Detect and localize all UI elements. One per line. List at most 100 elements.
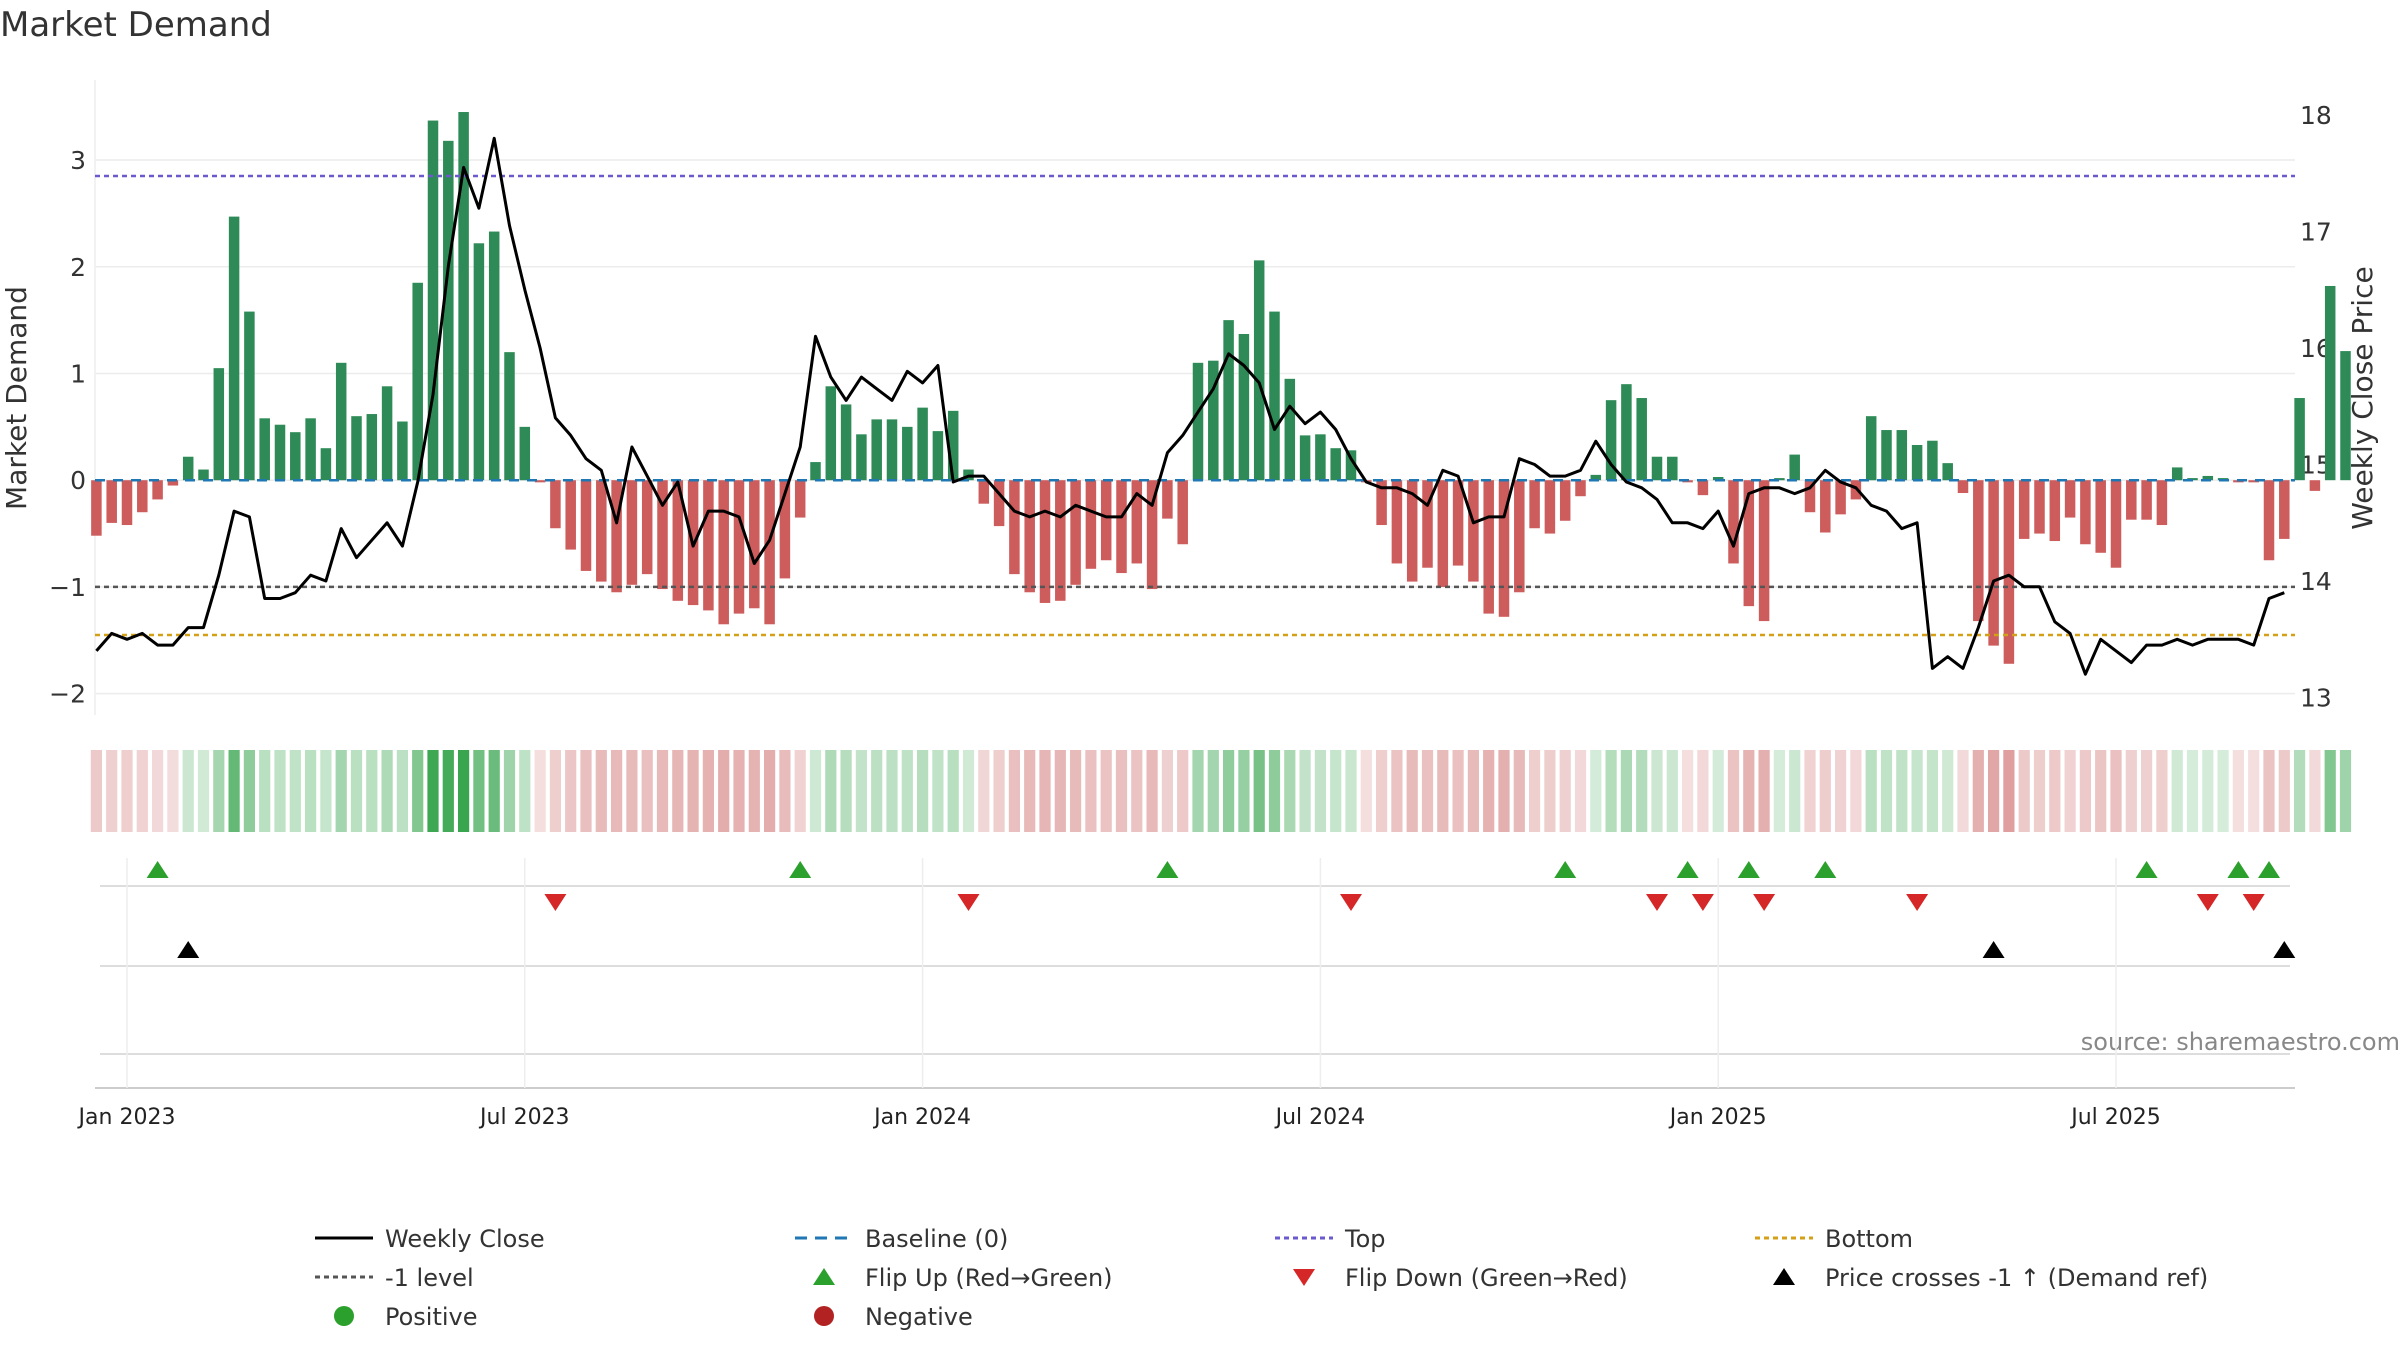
- heat-cell: [1024, 750, 1036, 832]
- heat-cell: [917, 750, 929, 832]
- demand-bar: [840, 404, 852, 481]
- heat-cell: [855, 750, 867, 832]
- demand-bar: [1621, 384, 1632, 481]
- demand-bar: [1728, 480, 1739, 564]
- heat-cell: [396, 750, 408, 832]
- heat-cell: [1727, 750, 1740, 832]
- demand-bar: [1544, 480, 1556, 534]
- demand-bar: [1330, 448, 1341, 481]
- heat-cell: [167, 750, 179, 832]
- heat-cell: [2033, 750, 2046, 832]
- heat-cell: [2217, 750, 2229, 832]
- heat-cell: [1054, 750, 1066, 832]
- y-axis-label: Market Demand: [0, 286, 33, 510]
- heat-cell: [993, 750, 1005, 832]
- flip-up-marker: [1814, 861, 1837, 878]
- heat-cell: [1115, 750, 1128, 832]
- demand-bar: [1345, 450, 1357, 481]
- y2-tick-label: 14: [2300, 567, 2332, 596]
- demand-bar: [779, 480, 791, 579]
- demand-bar: [1514, 480, 1525, 593]
- heat-cell: [702, 750, 714, 832]
- heat-cell: [1697, 750, 1709, 832]
- heat-cell: [978, 750, 990, 832]
- heat-cell: [1360, 750, 1372, 832]
- legend-label: Bottom: [1825, 1225, 1913, 1253]
- heat-cell: [1957, 750, 1969, 832]
- demand-bar: [228, 216, 240, 481]
- flip-up-marker: [146, 861, 169, 878]
- heat-cell: [1636, 750, 1648, 832]
- heat-cell: [1376, 750, 1388, 832]
- heat-cell: [825, 750, 837, 832]
- demand-bar: [2171, 467, 2183, 481]
- demand-bar: [764, 480, 775, 625]
- x-tick-label: Jan 2025: [1668, 1105, 1767, 1130]
- heat-cell: [748, 750, 760, 832]
- demand-bar: [274, 424, 286, 481]
- demand-bar: [993, 480, 1005, 527]
- demand-bar: [1988, 480, 1999, 646]
- heat-cell: [243, 750, 255, 832]
- demand-bar: [1422, 480, 1433, 568]
- legend-label: Flip Up (Red→Green): [865, 1264, 1113, 1292]
- heat-cell: [2186, 750, 2199, 832]
- heat-cell: [1100, 750, 1112, 832]
- demand-bar: [1406, 480, 1418, 582]
- price-cross-marker: [1982, 941, 2005, 958]
- demand-bar: [703, 480, 714, 611]
- heat-cell: [672, 750, 684, 832]
- heat-cell: [733, 750, 745, 832]
- heat-cell: [1712, 750, 1724, 832]
- y-tick-label: 2: [70, 253, 86, 282]
- heat-cell: [809, 750, 822, 832]
- heat-cell: [2248, 750, 2260, 832]
- heat-cell: [1437, 750, 1449, 832]
- flip-up-marker: [2135, 861, 2158, 878]
- heat-cell: [886, 750, 898, 832]
- demand-bar: [1697, 480, 1709, 496]
- heat-cell: [871, 750, 883, 832]
- heat-cell: [901, 750, 913, 832]
- heat-cell: [1406, 750, 1418, 832]
- demand-bar: [397, 421, 408, 481]
- y-tick-label: 1: [70, 359, 86, 388]
- heat-cell: [90, 750, 102, 832]
- legend-label: Negative: [865, 1303, 973, 1331]
- flip-down-marker: [2196, 894, 2219, 911]
- legend-label: -1 level: [385, 1264, 474, 1292]
- source-text: source: sharemaestro.com: [2081, 1028, 2400, 1056]
- legend-label: Baseline (0): [865, 1225, 1008, 1253]
- y2-tick-label: 18: [2300, 101, 2332, 130]
- demand-bar: [596, 480, 607, 582]
- demand-bar: [473, 243, 485, 481]
- demand-bar: [2248, 480, 2259, 483]
- heat-cell: [2003, 750, 2015, 832]
- flip-up-marker: [1554, 861, 1577, 878]
- heat-cell: [534, 750, 546, 832]
- heat-cell: [350, 750, 363, 832]
- demand-bar: [2034, 480, 2045, 534]
- heat-cell: [1605, 750, 1617, 832]
- heat-cell: [1146, 750, 1158, 832]
- demand-bar: [1835, 480, 1846, 515]
- demand-bar: [932, 431, 944, 481]
- heat-cell: [197, 750, 210, 832]
- heat-cell: [488, 750, 500, 832]
- demand-bar: [1192, 362, 1204, 481]
- demand-bar: [718, 480, 729, 625]
- demand-bar: [1881, 430, 1892, 481]
- demand-bar: [550, 480, 561, 529]
- heat-cell: [1529, 750, 1541, 832]
- heat-cell: [2125, 750, 2137, 832]
- flip-down-marker: [957, 894, 980, 911]
- heat-cell: [1865, 750, 1877, 832]
- demand-bar: [1758, 480, 1770, 622]
- heat-cell: [764, 750, 776, 832]
- demand-bar: [1896, 430, 1908, 481]
- demand-bar: [1055, 480, 1066, 601]
- heat-cell: [1467, 750, 1479, 832]
- demand-bar: [198, 469, 209, 481]
- demand-bar: [1146, 480, 1158, 590]
- flip-down-marker: [1691, 894, 1714, 911]
